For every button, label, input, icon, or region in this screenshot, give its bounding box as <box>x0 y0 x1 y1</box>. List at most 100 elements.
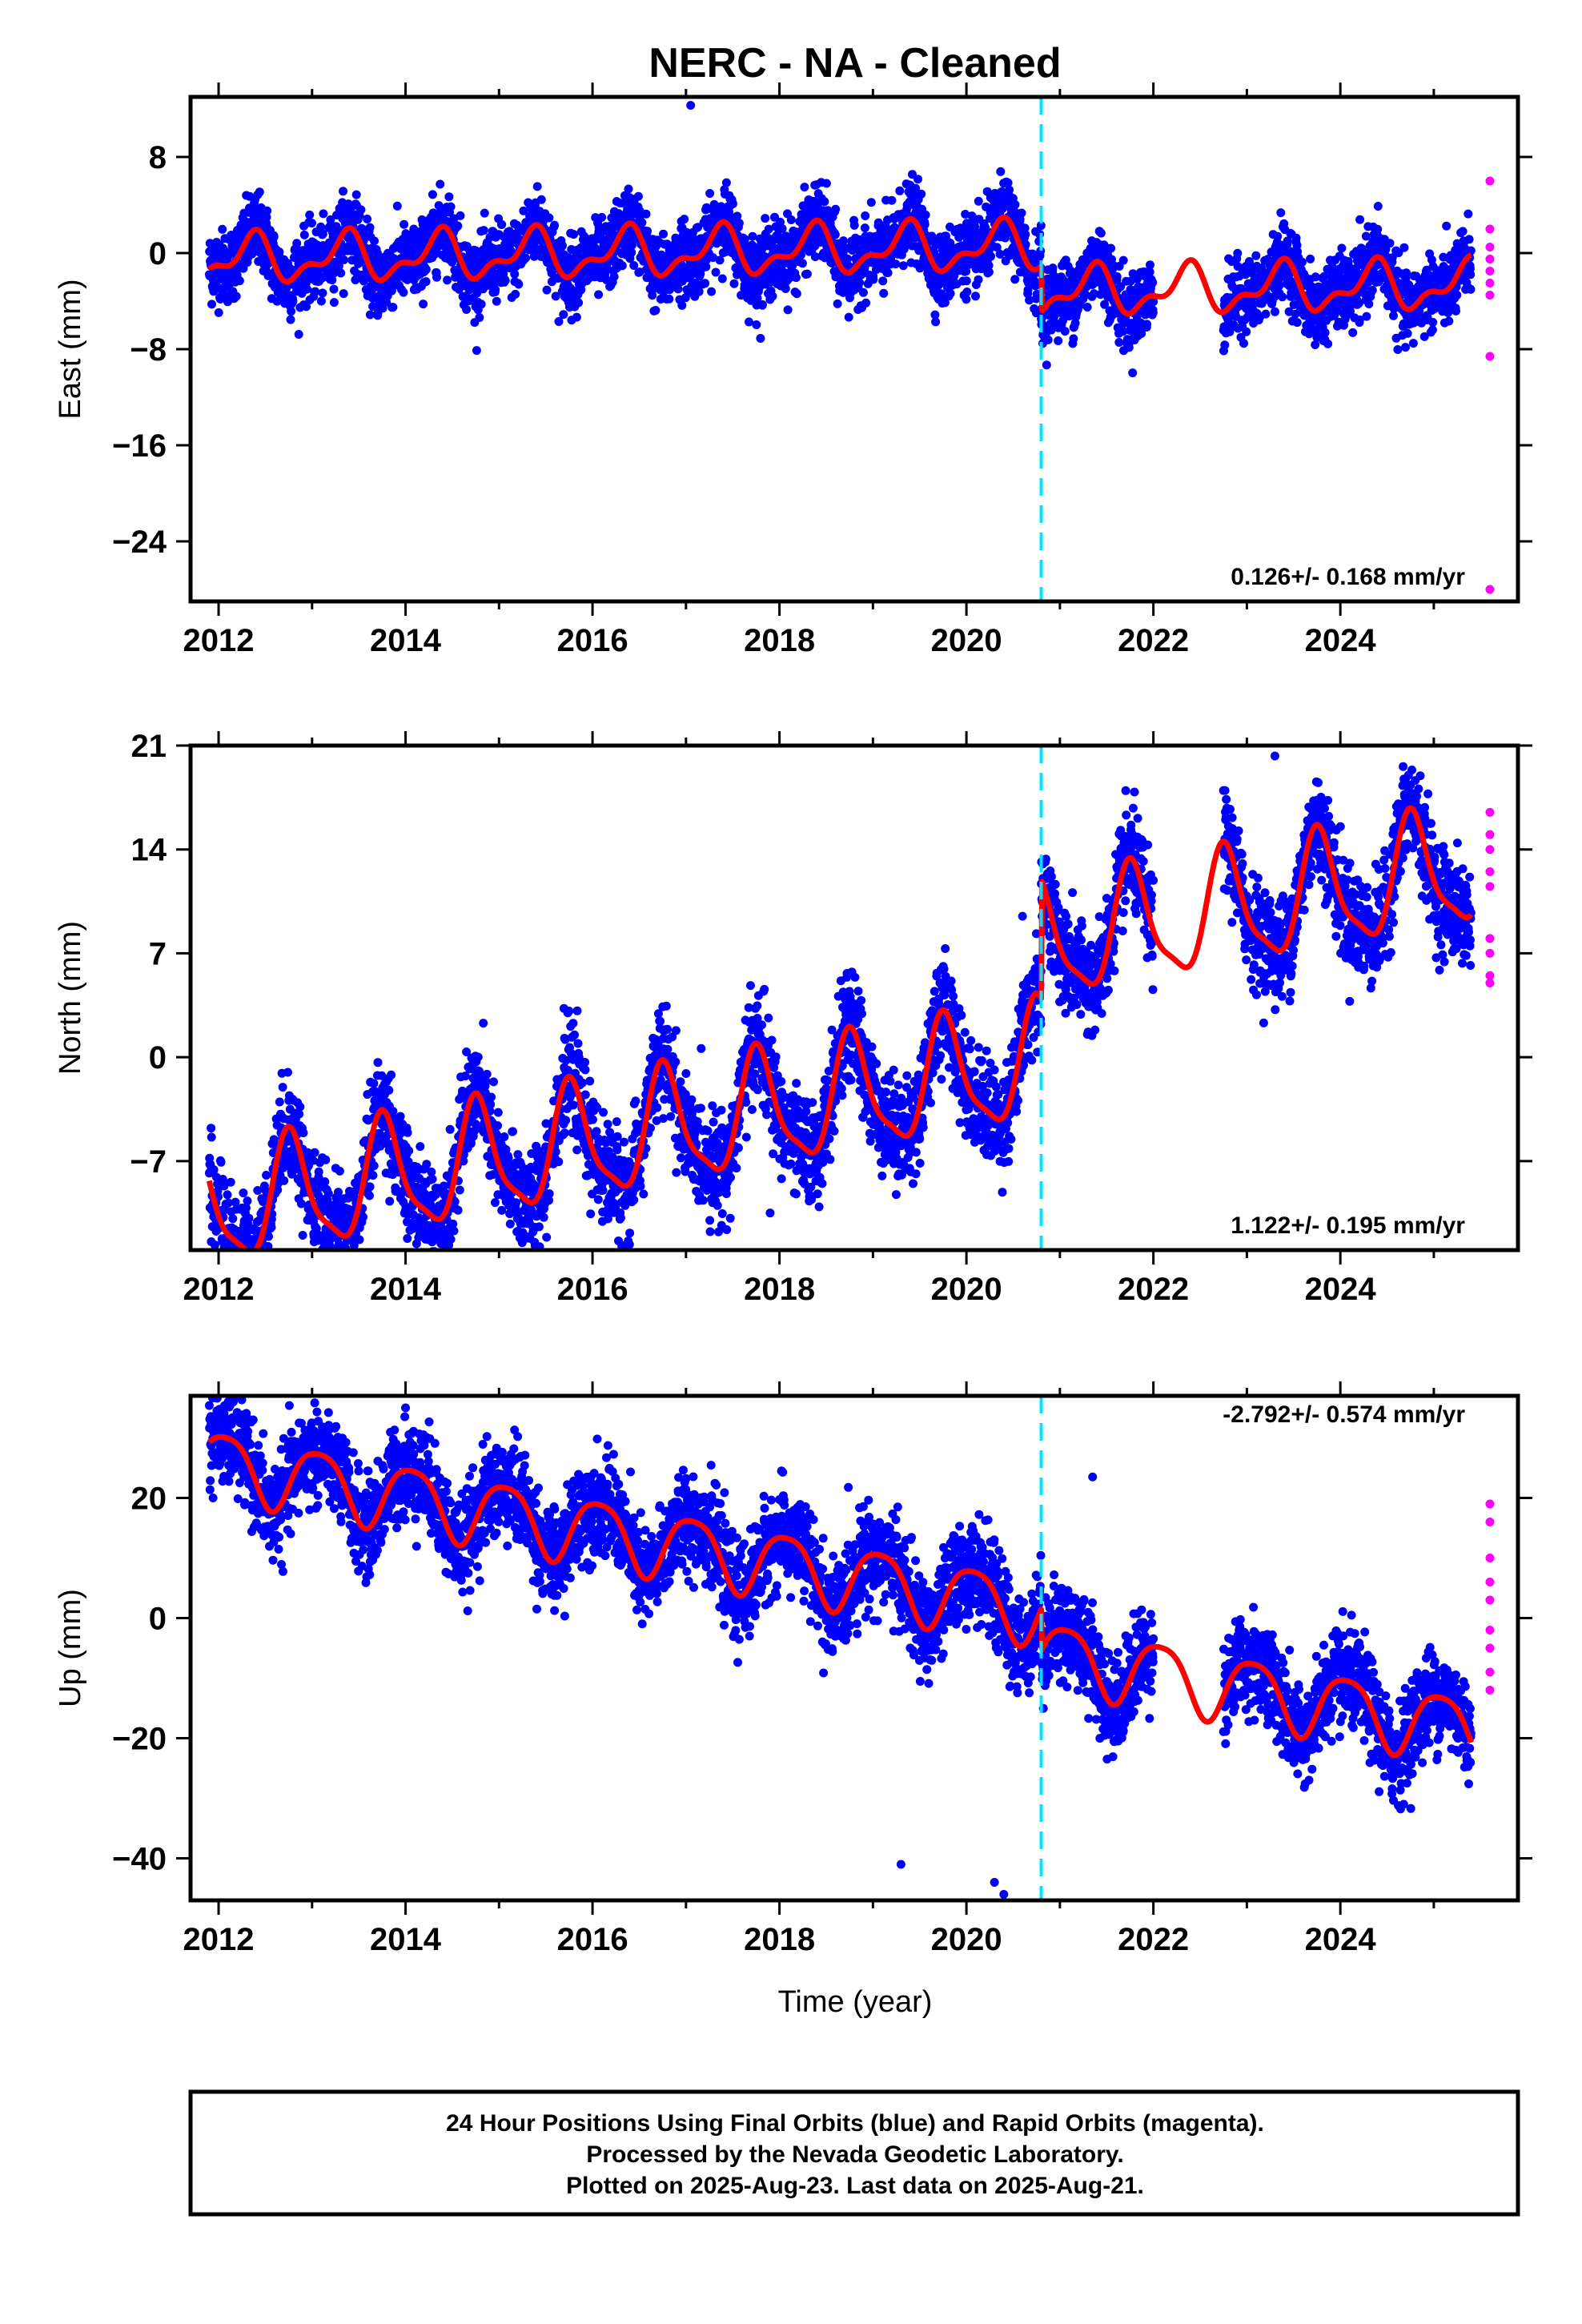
data-point <box>475 313 484 322</box>
data-point <box>246 1261 255 1269</box>
data-point <box>419 300 428 309</box>
data-point <box>1348 328 1358 337</box>
rapid-orbit-point <box>1485 176 1495 186</box>
data-point <box>572 312 581 322</box>
data-point <box>399 287 408 297</box>
rapid-orbit-point <box>1485 267 1495 275</box>
data-point <box>302 302 311 312</box>
data-point <box>462 305 472 314</box>
data-point <box>244 1252 253 1261</box>
data-point <box>269 232 279 242</box>
data-point <box>1458 227 1468 236</box>
data-point <box>255 1266 264 1275</box>
data-point <box>594 290 604 300</box>
data-point <box>436 179 445 189</box>
data-point <box>514 279 524 289</box>
data-point <box>519 206 528 215</box>
data-point <box>237 1257 246 1266</box>
data-point <box>849 220 859 230</box>
data-point <box>239 1258 248 1267</box>
data-point <box>351 190 361 199</box>
data-point <box>223 1190 232 1200</box>
data-point <box>1118 255 1128 265</box>
data-point <box>883 268 893 278</box>
data-point <box>617 261 627 271</box>
data-point <box>220 1251 229 1260</box>
data-point <box>1082 303 1092 312</box>
data-point <box>651 306 661 315</box>
data-point <box>1048 263 1058 273</box>
data-point <box>1464 209 1473 219</box>
data-point <box>319 209 328 219</box>
data-point <box>480 208 489 218</box>
data-point <box>370 236 379 246</box>
panel-north: 2012 2014 2016 2018 2020 2022 2024211470−7Nort… <box>54 729 1532 1307</box>
data-point <box>879 288 889 298</box>
data-point <box>962 287 972 296</box>
data-point <box>453 221 463 231</box>
data-point <box>532 182 542 191</box>
data-point <box>207 1132 216 1142</box>
data-point <box>1251 251 1261 260</box>
data-point <box>974 196 983 206</box>
data-point <box>1233 248 1243 258</box>
data-point <box>472 346 481 356</box>
rapid-orbit-point <box>1485 224 1495 234</box>
data-point <box>1042 360 1051 370</box>
data-point <box>231 292 241 301</box>
data-point <box>748 231 757 241</box>
data-point <box>388 303 398 312</box>
data-point <box>265 1274 274 1283</box>
data-point <box>233 1260 242 1269</box>
data-point <box>783 305 793 315</box>
data-point <box>717 274 727 283</box>
data-point <box>887 195 897 205</box>
data-point <box>986 251 996 261</box>
data-point <box>511 289 520 299</box>
data-point <box>257 1268 266 1277</box>
data-point <box>264 1252 273 1261</box>
data-point <box>1261 309 1271 319</box>
data-point <box>275 247 284 257</box>
data-point <box>339 187 347 196</box>
data-point <box>1466 270 1476 279</box>
data-point <box>866 198 876 207</box>
data-point <box>243 1196 252 1206</box>
data-point <box>262 212 271 222</box>
data-point <box>222 1261 231 1270</box>
data-point <box>974 275 983 284</box>
data-point <box>740 235 749 244</box>
data-point <box>252 1256 261 1265</box>
data-point <box>758 300 767 309</box>
data-point <box>305 210 315 219</box>
data-point <box>223 1256 231 1265</box>
data-point <box>219 1260 227 1269</box>
data-point <box>1146 260 1154 270</box>
data-point <box>307 219 316 228</box>
data-point <box>255 1272 263 1281</box>
final-orbit-points-east <box>204 167 1476 378</box>
data-point <box>665 285 674 295</box>
data-point <box>1364 300 1374 308</box>
data-point <box>1220 340 1230 350</box>
data-point <box>428 190 437 199</box>
data-point <box>446 202 456 211</box>
data-point <box>558 241 567 251</box>
data-point <box>802 269 812 279</box>
data-point <box>1385 239 1395 248</box>
data-point <box>715 255 725 265</box>
x-tick-label: 2024 <box>1305 623 1377 658</box>
data-point <box>1323 339 1333 348</box>
data-point <box>633 191 643 201</box>
x-tick-label: 2018 <box>744 623 815 658</box>
data-point <box>392 201 402 211</box>
data-point <box>372 248 382 258</box>
data-point <box>920 219 930 229</box>
rapid-orbit-point <box>1485 243 1495 251</box>
data-point <box>709 199 719 209</box>
data-point <box>1297 257 1307 267</box>
data-point <box>913 175 922 184</box>
data-point <box>946 289 955 298</box>
data-point <box>235 276 244 286</box>
